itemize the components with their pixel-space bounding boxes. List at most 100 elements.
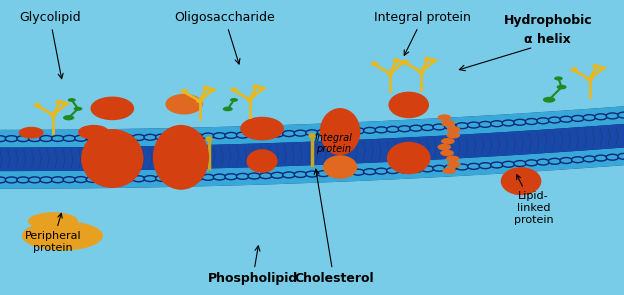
Ellipse shape [121,135,134,141]
Ellipse shape [202,86,210,90]
Ellipse shape [68,98,76,102]
Ellipse shape [153,125,209,190]
Ellipse shape [399,60,406,64]
Ellipse shape [0,177,6,183]
Ellipse shape [444,165,457,171]
Ellipse shape [548,117,561,123]
Ellipse shape [230,98,238,102]
Ellipse shape [560,116,572,122]
Ellipse shape [248,173,260,179]
Ellipse shape [446,132,460,139]
Ellipse shape [318,129,330,135]
Ellipse shape [456,123,469,129]
Ellipse shape [560,158,572,163]
Ellipse shape [34,103,41,107]
Ellipse shape [306,171,318,177]
Ellipse shape [618,112,624,118]
Text: Lipid-
linked
protein: Lipid- linked protein [514,175,553,224]
Ellipse shape [442,168,456,174]
Ellipse shape [49,113,57,117]
Ellipse shape [202,174,214,180]
Ellipse shape [543,97,555,103]
Ellipse shape [421,166,434,172]
Ellipse shape [606,113,618,119]
Text: Integral
protein: Integral protein [315,133,353,155]
Ellipse shape [490,121,503,127]
Ellipse shape [586,77,593,81]
Text: Integral protein: Integral protein [374,11,471,55]
Ellipse shape [537,159,549,165]
Ellipse shape [341,170,353,176]
Ellipse shape [121,176,134,182]
Ellipse shape [433,165,446,171]
Ellipse shape [537,118,549,124]
Ellipse shape [63,115,74,120]
Ellipse shape [410,125,422,131]
Ellipse shape [40,177,52,183]
Ellipse shape [294,130,306,136]
Ellipse shape [424,57,431,61]
Ellipse shape [421,124,434,130]
Ellipse shape [213,133,226,139]
Ellipse shape [56,100,63,104]
Ellipse shape [132,135,145,140]
Ellipse shape [271,131,283,137]
Ellipse shape [456,164,469,170]
Ellipse shape [208,87,216,92]
Text: Peripheral
protein: Peripheral protein [25,213,81,253]
Ellipse shape [144,134,157,140]
Ellipse shape [62,101,69,106]
Ellipse shape [180,89,188,93]
Ellipse shape [236,173,249,179]
Ellipse shape [144,176,157,181]
Ellipse shape [446,156,459,162]
Ellipse shape [190,133,203,139]
Ellipse shape [258,86,266,91]
Ellipse shape [329,129,341,135]
Ellipse shape [387,142,431,174]
Ellipse shape [352,169,364,175]
Ellipse shape [17,136,29,142]
Ellipse shape [52,135,64,141]
Ellipse shape [29,136,41,142]
Ellipse shape [398,167,411,173]
Ellipse shape [410,166,422,172]
Ellipse shape [502,120,515,126]
Ellipse shape [22,221,103,250]
Ellipse shape [572,115,584,121]
Ellipse shape [29,177,41,183]
Ellipse shape [167,134,180,140]
Ellipse shape [386,71,394,76]
Ellipse shape [283,131,295,137]
Ellipse shape [248,132,260,138]
Ellipse shape [364,127,376,133]
Ellipse shape [246,149,278,173]
Ellipse shape [417,70,425,74]
Ellipse shape [440,150,454,156]
Ellipse shape [557,85,567,89]
Ellipse shape [246,97,253,102]
Ellipse shape [447,126,461,133]
Ellipse shape [52,177,64,183]
Ellipse shape [441,138,455,145]
Ellipse shape [592,64,600,68]
Ellipse shape [155,176,168,181]
Polygon shape [0,106,624,189]
Ellipse shape [75,177,87,183]
Ellipse shape [479,163,492,169]
Ellipse shape [190,175,203,181]
Ellipse shape [230,88,238,92]
Ellipse shape [178,134,191,140]
Ellipse shape [205,136,213,142]
Ellipse shape [323,155,358,179]
Ellipse shape [598,66,606,70]
Ellipse shape [467,163,480,169]
Ellipse shape [320,108,361,155]
Ellipse shape [294,171,306,177]
Ellipse shape [98,135,110,141]
Polygon shape [0,124,624,171]
Ellipse shape [392,58,400,63]
Ellipse shape [283,172,295,178]
Ellipse shape [75,135,87,141]
Ellipse shape [525,119,538,124]
